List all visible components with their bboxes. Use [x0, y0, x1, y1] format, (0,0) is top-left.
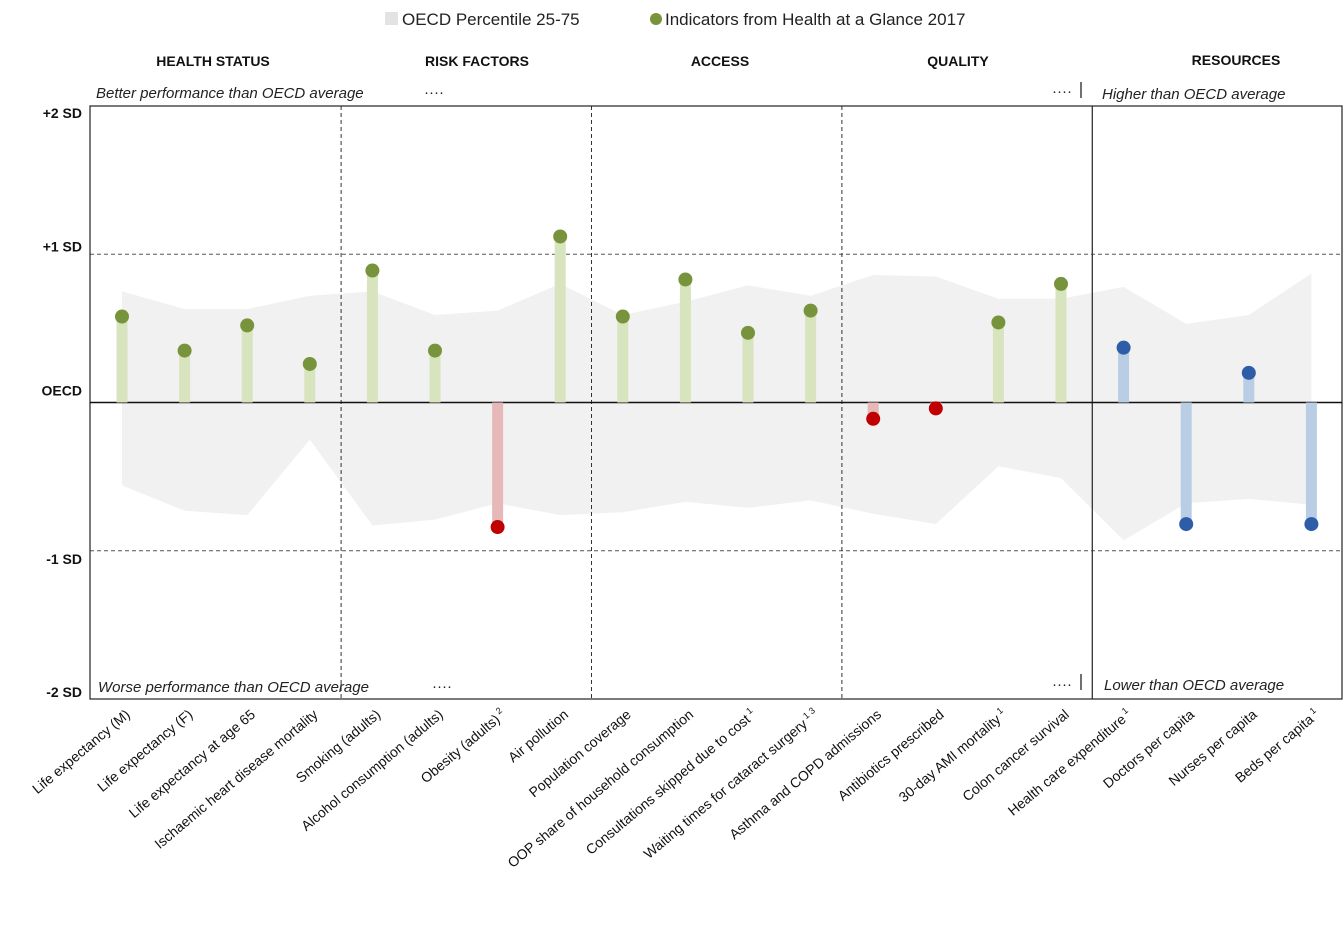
data-point: [240, 318, 255, 333]
y-tick-label: +1 SD: [43, 238, 82, 254]
section-label-resources: RESOURCES: [1192, 52, 1281, 68]
stem-bar: [1055, 283, 1067, 403]
legend-band-label: OECD Percentile 25-75: [402, 10, 580, 29]
data-point: [428, 343, 442, 358]
stem-bar: [554, 236, 566, 403]
stem-bar: [992, 322, 1004, 403]
stem-bar: [116, 316, 128, 403]
annotation-quality-bottom-dots: ····: [1052, 676, 1072, 693]
stem-bar: [304, 363, 316, 403]
stem-bar: [867, 402, 879, 419]
stem-bar: [492, 402, 504, 528]
stem-bar: [805, 310, 817, 403]
percentile-band-area: [122, 273, 1312, 541]
data-point: [803, 303, 818, 318]
markers: [115, 229, 1319, 535]
data-point: [1116, 340, 1131, 355]
stem-bar: [1118, 347, 1130, 403]
stem-bar: [742, 332, 754, 403]
annotations: Better performance than OECD average ···…: [96, 82, 1285, 696]
x-tick-label: Life expectancy at age 65: [126, 706, 259, 821]
y-tick-label: -1 SD: [46, 551, 82, 567]
y-tick-label: +2 SD: [43, 105, 82, 121]
stem-bar: [1243, 372, 1255, 403]
data-point: [115, 309, 129, 324]
x-tick-label: 30-day AMI mortality 1: [895, 705, 1009, 805]
legend: OECD Percentile 25-75 Indicators from He…: [385, 10, 966, 29]
x-tick-label: Health care expenditure 1: [1004, 705, 1135, 818]
data-point: [678, 272, 693, 287]
annotation-better-dots: ····: [424, 84, 444, 101]
data-point: [365, 263, 380, 278]
annotation-higher: Higher than OECD average: [1102, 86, 1285, 103]
annotation-worse: Worse performance than OECD average: [98, 679, 369, 696]
data-point: [490, 520, 505, 535]
data-point: [1179, 517, 1194, 532]
stems: [116, 236, 1317, 528]
legend-band-swatch: [385, 12, 398, 25]
legend-marker-label: Indicators from Health at a Glance 2017: [665, 10, 966, 29]
section-label-risk-factors: RISK FACTORS: [425, 53, 529, 69]
stem-bar: [241, 325, 253, 403]
grid: [89, 105, 1343, 700]
data-point: [1241, 365, 1256, 380]
y-tick-labels: +2 SD +1 SD OECD -1 SD -2 SD: [42, 105, 82, 700]
data-point: [615, 309, 630, 324]
stem-bar: [679, 279, 691, 403]
data-point: [302, 356, 317, 371]
stem-bar: [617, 316, 629, 403]
x-tick-label: Colon cancer survival: [959, 706, 1072, 804]
stem-bar: [429, 350, 441, 403]
data-point: [991, 315, 1006, 330]
section-label-quality: QUALITY: [927, 53, 989, 69]
section-label-health-status: HEALTH STATUS: [156, 53, 270, 69]
stem-bar: [179, 350, 191, 403]
x-tick-label: Antibiotics prescribed: [835, 706, 947, 804]
section-label-access: ACCESS: [691, 53, 749, 69]
stem-bar: [1305, 402, 1317, 525]
stem-bar: [1180, 402, 1192, 525]
percentile-band: [122, 273, 1312, 541]
data-point: [177, 343, 192, 358]
stem-bar: [366, 270, 378, 403]
legend-marker-swatch: [650, 13, 662, 25]
x-tick-labels: Life expectancy (M)Life expectancy (F)Li…: [29, 705, 1318, 870]
data-point: [741, 325, 755, 340]
x-tick-label: Air pollution: [505, 706, 571, 765]
y-tick-label: OECD: [42, 383, 82, 399]
data-point: [928, 401, 943, 416]
data-point: [866, 411, 881, 426]
annotation-better: Better performance than OECD average: [96, 85, 364, 102]
data-point: [1304, 517, 1319, 532]
annotation-quality-top-dots: ····: [1052, 83, 1072, 100]
annotation-lower: Lower than OECD average: [1104, 677, 1284, 694]
y-tick-label: -2 SD: [46, 684, 82, 700]
data-point: [1054, 276, 1068, 291]
x-tick-label: Population coverage: [526, 706, 634, 800]
data-point: [553, 229, 568, 244]
annotation-worse-dots: ····: [432, 678, 452, 695]
section-labels: HEALTH STATUS RISK FACTORS ACCESS QUALIT…: [156, 52, 1280, 69]
